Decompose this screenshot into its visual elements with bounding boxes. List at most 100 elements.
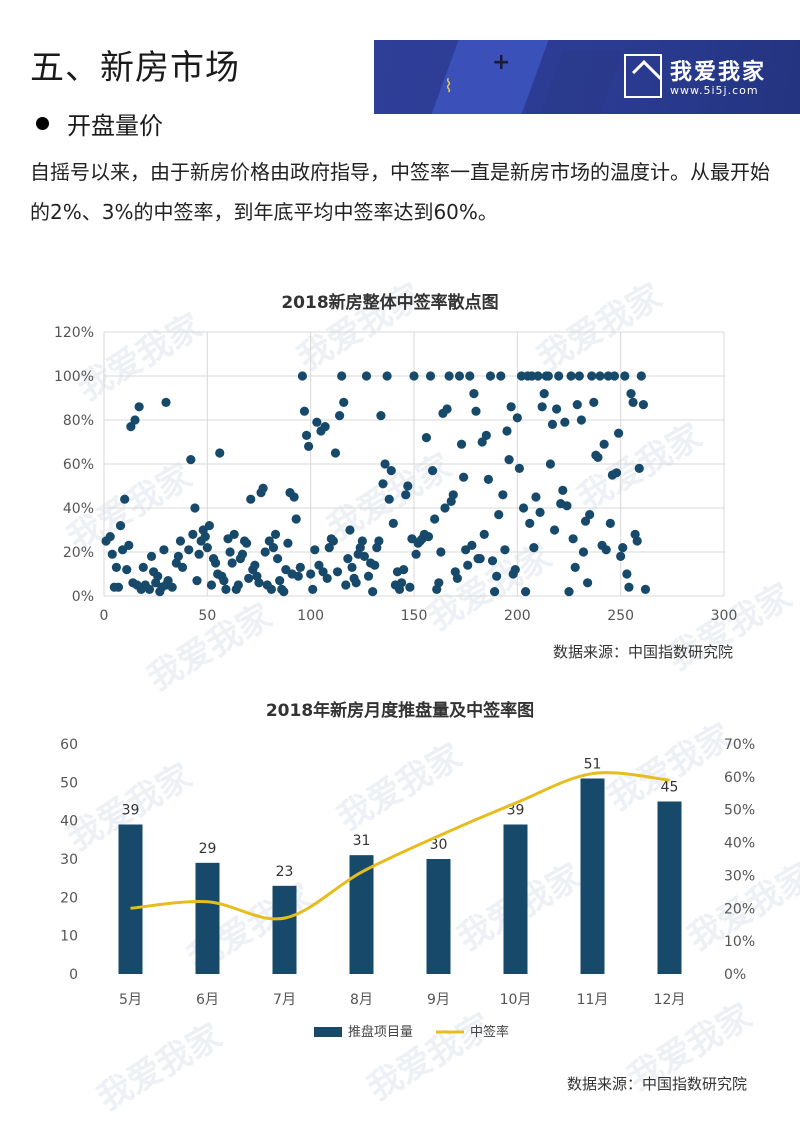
scatter-point (595, 371, 605, 381)
scatter-point (275, 576, 285, 586)
scatter-point (388, 518, 398, 528)
scatter-point (159, 545, 169, 555)
scatter-point (599, 439, 609, 449)
scatter-point (335, 411, 345, 421)
scatter-point (640, 584, 651, 594)
scatter-point (583, 578, 593, 588)
scatter-point (188, 529, 198, 539)
scatter-point (237, 549, 248, 559)
scatter-point (628, 397, 638, 407)
scatter-point (351, 578, 361, 588)
scatter-point (279, 587, 289, 597)
bar-data-label: 30 (430, 837, 448, 853)
scatter-point (273, 554, 283, 564)
scatter-point (423, 532, 434, 542)
scatter-point (295, 562, 305, 572)
scatter-point (200, 532, 210, 542)
scatter-point (177, 562, 188, 572)
scatter-point (283, 538, 293, 548)
scatter-point (301, 430, 312, 440)
bullet-icon (36, 117, 49, 130)
scatter-point (587, 371, 597, 381)
scatter-point (120, 494, 130, 504)
scatter-point (632, 536, 642, 546)
scatter-point (539, 389, 549, 399)
scatter-point (293, 571, 303, 581)
scatter-point (233, 580, 243, 590)
combo-chart: 2018年新房月度推盘量及中签率图 0 10 20 30 40 50 60 0% 10% 20%… (60, 700, 755, 1040)
scatter-point (477, 437, 487, 447)
bar (426, 859, 451, 974)
scatter-point (585, 510, 595, 520)
brand-url: www.5i5j.com (670, 84, 759, 97)
scatter-point (425, 371, 436, 381)
scatter-point (322, 573, 332, 583)
scatter-point (580, 516, 591, 526)
scatter-point (440, 503, 450, 513)
scatter-point (361, 371, 372, 381)
banner-decor-shape (422, 40, 556, 114)
scatter-point (175, 536, 186, 546)
scatter-points (101, 371, 651, 597)
y-tick-label: 0% (72, 589, 94, 605)
bar-data-label: 51 (584, 757, 602, 773)
plus-icon: + (492, 50, 511, 75)
chart-title: 2018新房整体中签率散点图 (281, 292, 498, 313)
scatter-point (312, 417, 322, 427)
line-series (130, 771, 670, 921)
bar (118, 824, 143, 974)
scatter-point (107, 549, 117, 559)
brand-banner: + ⌇ 我爱我家 www.5i5j.com (374, 40, 800, 114)
bar-data-label: 23 (276, 864, 294, 880)
scatter-point (469, 389, 479, 399)
x-tick-label: 10月 (500, 992, 532, 1008)
chart-title: 2018年新房月度推盘量及中签率图 (266, 700, 534, 721)
scatter-point (638, 400, 649, 410)
scatter-point (512, 413, 522, 423)
scatter-point (260, 547, 270, 557)
scatter-point (547, 419, 558, 429)
scatter-point (229, 529, 239, 539)
scatter-point (268, 543, 279, 553)
scatter-point (242, 538, 252, 548)
x-tick-label: 200 (504, 608, 531, 624)
x-tick-label: 9月 (427, 992, 450, 1008)
scatter-point (434, 578, 444, 588)
scatter-point (545, 459, 556, 469)
scatter-point (506, 402, 516, 412)
x-tick-label: 12月 (654, 992, 686, 1008)
scatter-point (589, 397, 599, 407)
scatter-point (105, 532, 115, 542)
x-tick-label: 8月 (350, 992, 373, 1008)
scatter-point (173, 551, 183, 561)
right-y-tick-label: 40% (724, 836, 755, 852)
scatter-point (405, 582, 415, 592)
scatter-point (308, 584, 318, 594)
subsection-title-text: 开盘量价 (67, 112, 163, 140)
scatter-point (620, 371, 630, 381)
brand-name: 我爱我家 (670, 60, 767, 85)
scatter-point (529, 543, 539, 553)
scatter-point (324, 543, 334, 553)
scatter-point (614, 428, 624, 438)
scatter-point (368, 587, 378, 597)
right-y-tick-label: 10% (724, 934, 755, 950)
scatter-point (345, 525, 355, 535)
right-y-tick-label: 60% (724, 770, 755, 786)
scatter-point (558, 485, 568, 495)
legend-label: 推盘项目量 (348, 1024, 413, 1040)
x-tick-label: 7月 (273, 992, 296, 1008)
scatter-point (626, 389, 636, 399)
scatter-point (459, 472, 469, 482)
scatter-point (502, 426, 512, 436)
scatter-point (244, 573, 254, 583)
scatter-point (221, 584, 231, 594)
scatter-point (442, 404, 452, 414)
scatter-point (636, 371, 646, 381)
scatter-point (492, 571, 502, 581)
legend-label: 中签率 (470, 1024, 509, 1040)
scatter-point (264, 536, 274, 546)
scatter-point (382, 371, 392, 381)
scatter-point (533, 371, 543, 381)
